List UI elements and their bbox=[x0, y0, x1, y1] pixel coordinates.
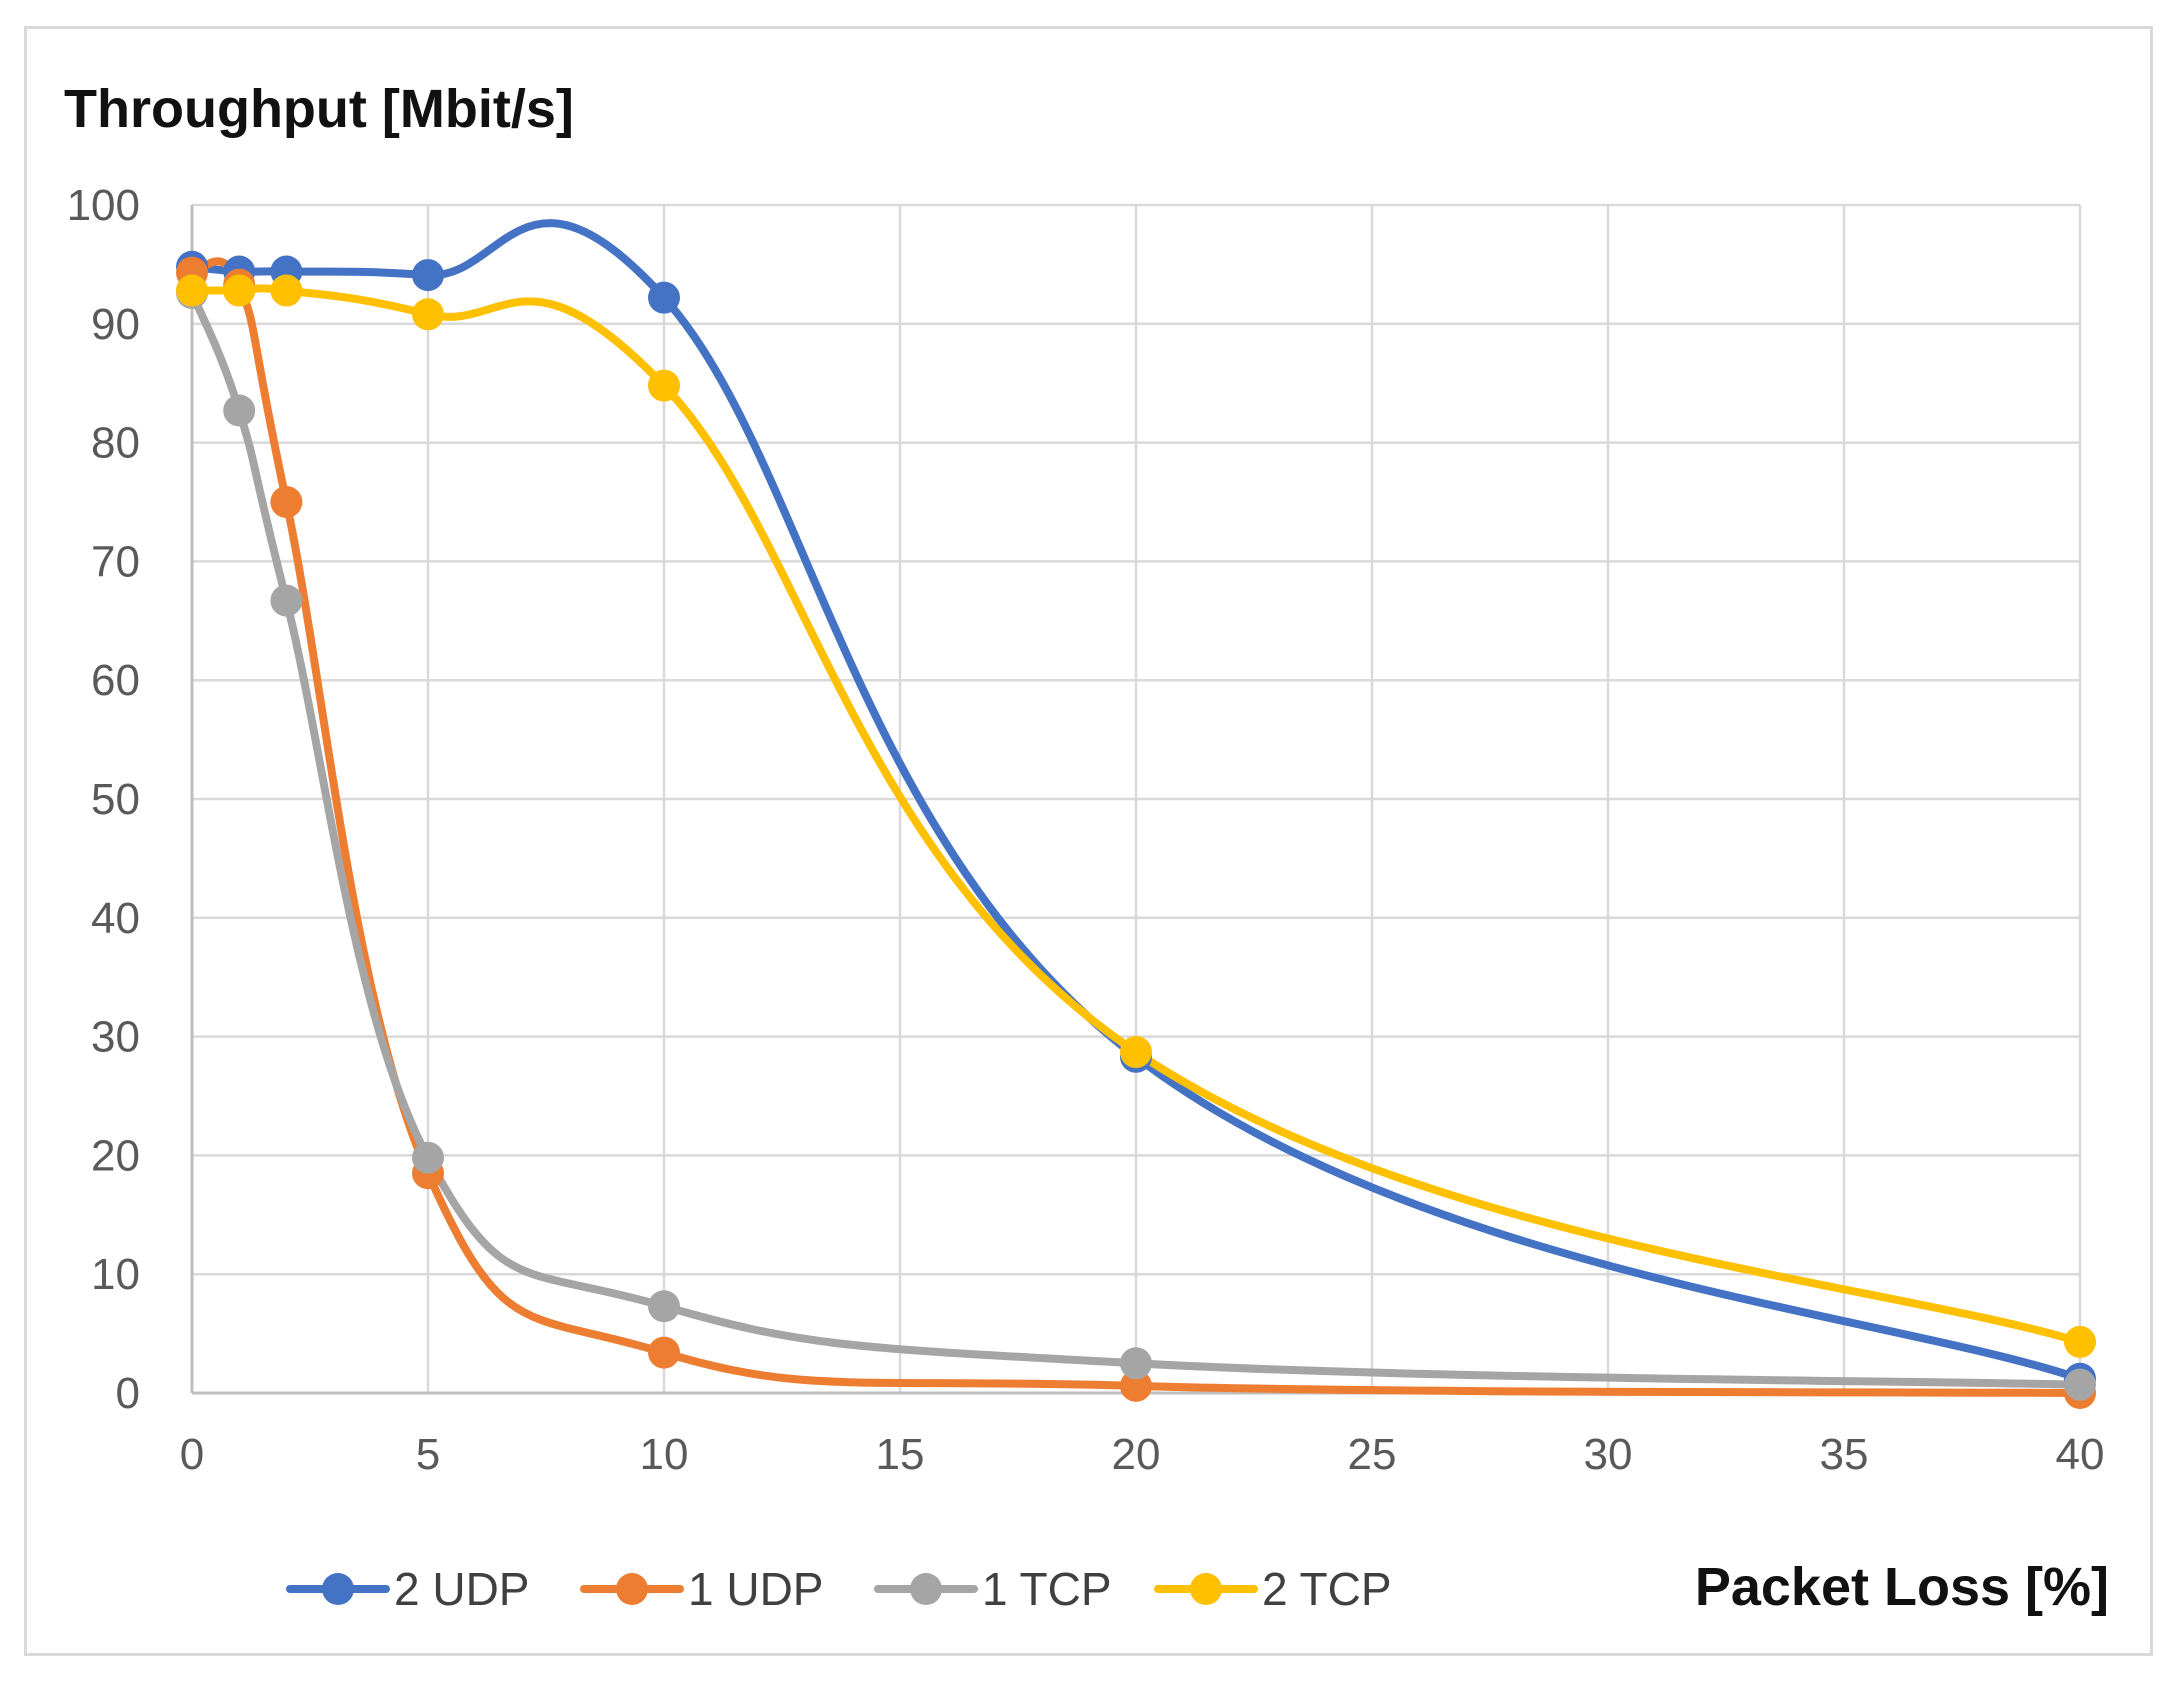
data-point bbox=[648, 369, 680, 402]
legend-swatch-marker bbox=[1190, 1573, 1222, 1605]
y-tick-label: 80 bbox=[91, 419, 140, 468]
data-point bbox=[648, 1336, 680, 1369]
x-tick-label: 40 bbox=[2056, 1430, 2105, 1479]
legend-label: 2 UDP bbox=[394, 1563, 529, 1615]
y-tick-label: 0 bbox=[116, 1369, 140, 1418]
data-point bbox=[270, 584, 303, 617]
y-tick-label: 50 bbox=[91, 775, 140, 824]
x-tick-label: 25 bbox=[1348, 1430, 1397, 1479]
data-point bbox=[412, 298, 444, 331]
y-axis-title: Throughput [Mbit/s] bbox=[64, 79, 574, 139]
data-point bbox=[648, 1290, 680, 1323]
data-point bbox=[270, 486, 303, 518]
y-tick-label: 40 bbox=[91, 894, 140, 943]
legend-swatch-marker bbox=[910, 1573, 942, 1605]
x-tick-label: 15 bbox=[876, 1430, 925, 1479]
data-point bbox=[2064, 1325, 2096, 1358]
legend: 2 UDP 1 UDP 1 TCP 2 TCP bbox=[286, 1563, 1392, 1615]
legend-label: 1 TCP bbox=[982, 1563, 1112, 1615]
y-tick-label: 60 bbox=[91, 656, 140, 705]
data-point bbox=[270, 274, 303, 307]
legend-label: 2 TCP bbox=[1262, 1563, 1392, 1615]
series-line-2 bbox=[188, 257, 2084, 1397]
data-point bbox=[223, 274, 256, 307]
data-point bbox=[2064, 1368, 2096, 1401]
y-tick-label: 20 bbox=[91, 1131, 140, 1180]
y-tick-label: 10 bbox=[91, 1250, 140, 1299]
data-point bbox=[412, 259, 444, 292]
data-point bbox=[1120, 1347, 1152, 1380]
y-tick-label: 100 bbox=[67, 181, 140, 230]
legend-swatch-marker bbox=[616, 1573, 648, 1605]
grid-lines bbox=[192, 203, 2082, 1393]
x-tick-label: 5 bbox=[416, 1430, 440, 1479]
x-tick-label: 10 bbox=[640, 1430, 689, 1479]
series-line-3 bbox=[188, 288, 2084, 1389]
data-point bbox=[1120, 1369, 1152, 1402]
x-tick-label: 35 bbox=[1820, 1430, 1869, 1479]
x-tick-label: 20 bbox=[1112, 1430, 1161, 1479]
data-point bbox=[412, 1141, 444, 1174]
data-point bbox=[176, 274, 208, 307]
legend-swatch-marker bbox=[322, 1573, 354, 1605]
y-tick-label: 30 bbox=[91, 1013, 140, 1062]
x-tick-label: 30 bbox=[1584, 1430, 1633, 1479]
y-tick-label: 90 bbox=[91, 300, 140, 349]
data-point bbox=[223, 394, 256, 427]
x-tick-label: 0 bbox=[180, 1430, 204, 1479]
x-axis-title: Packet Loss [%] bbox=[1694, 1557, 2109, 1617]
data-point bbox=[648, 281, 680, 314]
legend-label: 1 UDP bbox=[688, 1563, 823, 1615]
y-tick-label: 70 bbox=[91, 537, 140, 586]
series-markers bbox=[176, 250, 2096, 1409]
data-point bbox=[1120, 1036, 1152, 1069]
